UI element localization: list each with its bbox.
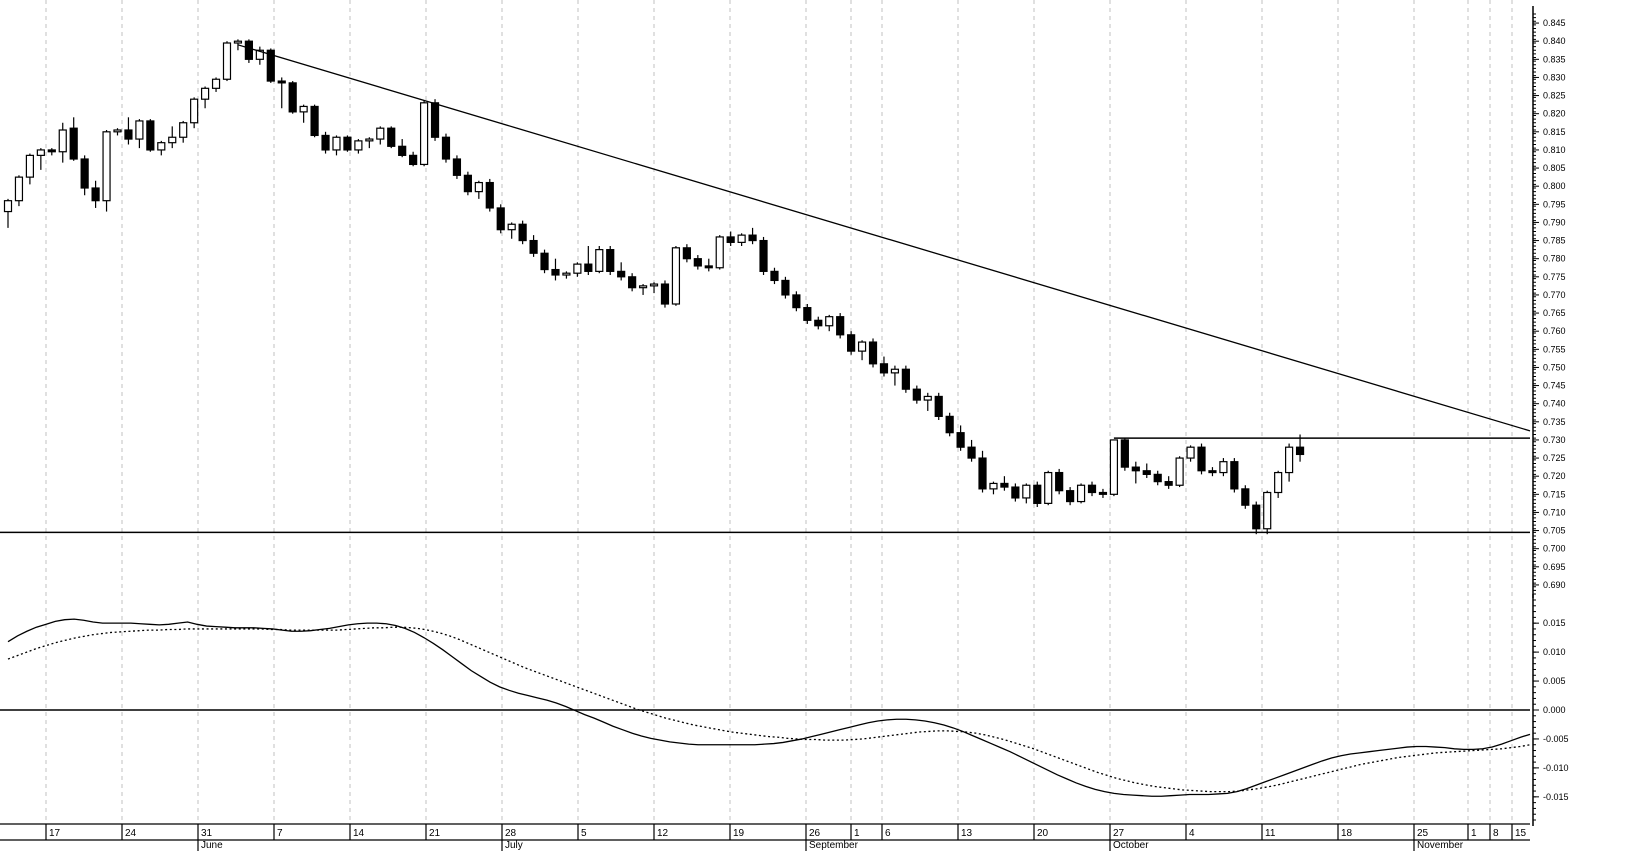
svg-text:0.785: 0.785 [1543, 236, 1566, 246]
trendline-overlay[interactable] [237, 44, 1531, 432]
svg-text:0.740: 0.740 [1543, 399, 1566, 409]
svg-text:15: 15 [1515, 828, 1527, 839]
svg-text:14: 14 [353, 828, 365, 839]
svg-text:12: 12 [657, 828, 669, 839]
svg-text:June: June [201, 840, 223, 851]
svg-text:25: 25 [1417, 828, 1429, 839]
svg-text:0.760: 0.760 [1543, 326, 1566, 336]
svg-text:5: 5 [581, 828, 587, 839]
indicator-axis-ticks [1533, 599, 1539, 821]
macd-series[interactable] [0, 618, 1531, 797]
svg-text:21: 21 [429, 828, 441, 839]
svg-text:27: 27 [1113, 828, 1125, 839]
svg-text:0.715: 0.715 [1543, 489, 1566, 499]
svg-text:0.790: 0.790 [1543, 217, 1566, 227]
svg-text:0.690: 0.690 [1543, 580, 1566, 590]
svg-text:26: 26 [809, 828, 821, 839]
svg-text:0.710: 0.710 [1543, 507, 1566, 517]
svg-text:0.825: 0.825 [1543, 91, 1566, 101]
svg-text:0.770: 0.770 [1543, 290, 1566, 300]
svg-text:September: September [809, 840, 859, 851]
candlestick-series[interactable] [3, 39, 1305, 535]
svg-text:6: 6 [885, 828, 891, 839]
svg-text:0.720: 0.720 [1543, 471, 1566, 481]
svg-text:0.755: 0.755 [1543, 344, 1566, 354]
svg-text:31: 31 [201, 828, 213, 839]
svg-text:24: 24 [125, 828, 137, 839]
svg-text:0.830: 0.830 [1543, 72, 1566, 82]
svg-text:July: July [505, 840, 523, 851]
svg-text:0.000: 0.000 [1543, 705, 1566, 715]
svg-text:7: 7 [277, 828, 283, 839]
svg-text:-0.005: -0.005 [1543, 734, 1569, 744]
indicator-axis-labels: 0.015 0.010 0.005 0.000 -0.005 -0.010 -0.015 [1543, 618, 1569, 802]
svg-text:0.750: 0.750 [1543, 362, 1566, 372]
svg-text:0.810: 0.810 [1543, 145, 1566, 155]
svg-text:8: 8 [1493, 828, 1499, 839]
svg-text:0.775: 0.775 [1543, 272, 1566, 282]
svg-text:October: October [1113, 840, 1149, 851]
svg-text:19: 19 [733, 828, 745, 839]
svg-text:-0.015: -0.015 [1543, 792, 1569, 802]
svg-text:1: 1 [854, 828, 860, 839]
svg-text:0.845: 0.845 [1543, 18, 1566, 28]
svg-text:0.765: 0.765 [1543, 308, 1566, 318]
date-axis: 17 24 31 7 14 21 28 5 12 19 26 1 6 13 20 27 4 11 18 25 1 8 15J… [0, 823, 1530, 851]
svg-text:11: 11 [1265, 828, 1276, 839]
svg-text:0.795: 0.795 [1543, 199, 1566, 209]
svg-text:0.730: 0.730 [1543, 435, 1566, 445]
svg-text:18: 18 [1341, 828, 1353, 839]
svg-text:-0.010: -0.010 [1543, 763, 1569, 773]
svg-text:17: 17 [49, 828, 61, 839]
svg-text:0.010: 0.010 [1543, 647, 1566, 657]
svg-text:0.735: 0.735 [1543, 417, 1566, 427]
svg-text:November: November [1417, 840, 1464, 851]
svg-text:1: 1 [1471, 828, 1477, 839]
horizontal-level-lines[interactable] [0, 437, 1530, 534]
svg-text:0.780: 0.780 [1543, 254, 1566, 264]
svg-text:0.705: 0.705 [1543, 526, 1566, 536]
svg-text:28: 28 [505, 828, 517, 839]
svg-text:0.700: 0.700 [1543, 544, 1566, 554]
svg-text:0.820: 0.820 [1543, 109, 1566, 119]
svg-text:13: 13 [961, 828, 973, 839]
price-axis-labels: 0.845 0.840 0.835 0.830 0.825 0.820 0.815 0.810… [1543, 18, 1566, 590]
svg-text:0.015: 0.015 [1543, 618, 1566, 628]
svg-text:0.835: 0.835 [1543, 54, 1566, 64]
svg-text:0.805: 0.805 [1543, 163, 1566, 173]
svg-text:0.725: 0.725 [1543, 453, 1566, 463]
vertical-gridlines [45, 0, 1513, 820]
svg-text:20: 20 [1037, 828, 1049, 839]
svg-text:0.745: 0.745 [1543, 381, 1566, 391]
svg-text:0.840: 0.840 [1543, 36, 1566, 46]
svg-text:4: 4 [1189, 828, 1195, 839]
svg-text:0.695: 0.695 [1543, 562, 1566, 572]
svg-text:0.800: 0.800 [1543, 181, 1566, 191]
svg-text:0.005: 0.005 [1543, 676, 1566, 686]
svg-text:0.815: 0.815 [1543, 127, 1566, 137]
